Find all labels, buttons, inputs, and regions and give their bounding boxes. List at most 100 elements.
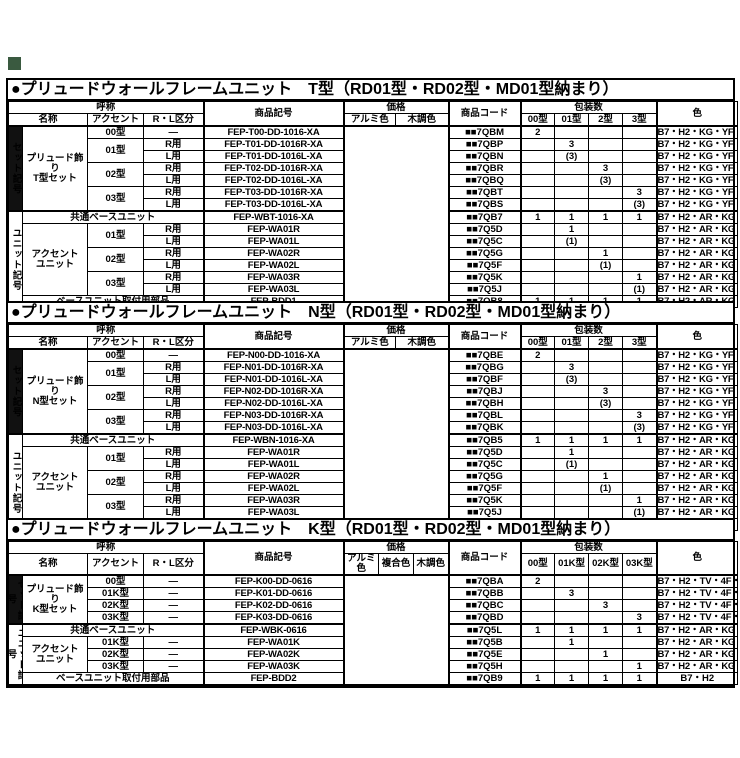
- designation-cell: —: [142, 611, 205, 625]
- packaging-count-cell: [554, 409, 590, 422]
- product-symbol-cell: FEP-WBK-0616: [202, 623, 345, 637]
- packaging-count-cell: (3): [554, 150, 590, 163]
- packaging-count-cell: [519, 660, 556, 673]
- packaging-count-cell: [588, 421, 624, 435]
- designation-cell: R用: [142, 223, 205, 236]
- packaging-count-cell: [554, 174, 590, 187]
- product-code-cell: ■■7Q5D: [447, 446, 522, 459]
- packaging-count-cell: [519, 458, 556, 471]
- packaging-count-cell: 1: [622, 672, 658, 685]
- packaging-count-cell: [622, 470, 658, 483]
- header-cell: 包装数: [519, 541, 658, 554]
- product-code-cell: ■■7QBB: [447, 587, 522, 600]
- header-cell: 木調色: [395, 336, 450, 350]
- packaging-count-cell: 1: [588, 623, 624, 637]
- color-cell: B7・H2・KG・YF・YA・W6: [655, 150, 739, 163]
- product-code-cell: ■■7Q5C: [447, 235, 522, 248]
- packaging-count-cell: [588, 660, 624, 673]
- designation-cell: L用: [142, 198, 205, 212]
- product-code-cell: ■■7QBR: [447, 162, 522, 175]
- packaging-count-cell: [622, 574, 658, 588]
- color-cell: B7・H2・TV・4F・WQ・AN・JQ・SI・PV・4D: [655, 611, 739, 625]
- header-cell: アルミ色: [342, 553, 380, 576]
- packaging-count-cell: [519, 587, 556, 600]
- product-code-cell: ■■7Q5J: [447, 283, 522, 296]
- name-cell: アクセント ユニット: [22, 636, 88, 673]
- designation-cell: 00型: [87, 574, 144, 588]
- section-label-set: セット記号: [8, 125, 23, 212]
- product-code-cell: ■■7QBM: [447, 125, 522, 139]
- name-cell: プリュード飾り T型セット: [22, 125, 88, 212]
- packaging-count-cell: (3): [588, 397, 624, 410]
- designation-cell: —: [142, 125, 205, 139]
- packaging-count-cell: [554, 385, 590, 398]
- designation-cell: 02型: [87, 385, 144, 410]
- packaging-count-cell: [519, 271, 556, 284]
- designation-cell: 01K型: [87, 636, 144, 649]
- header-cell: 商品記号: [202, 541, 345, 576]
- color-cell: B7・H2・AR・KG・YF・YA・W6: [655, 235, 739, 248]
- header-cell: アクセント: [87, 336, 144, 350]
- product-code-cell: ■■7QBG: [447, 361, 522, 374]
- packaging-count-cell: [554, 397, 590, 410]
- designation-cell: L用: [142, 421, 205, 435]
- designation-cell: L用: [142, 174, 205, 187]
- header-cell: 包装数: [519, 324, 658, 337]
- packaging-count-cell: [588, 446, 624, 459]
- packaging-count-cell: [622, 373, 658, 386]
- designation-cell: —: [142, 587, 205, 600]
- header-cell: 価格: [342, 541, 450, 554]
- product-table-section-t: ●プリュードウォールフレームユニット T型（RD01型・RD02型・MD01型納…: [6, 78, 739, 311]
- packaging-count-cell: [588, 373, 624, 386]
- color-cell: B7・H2・AR・KG・YF・YA・W6: [655, 494, 739, 507]
- designation-cell: L用: [142, 150, 205, 163]
- product-code-cell: ■■7QBT: [447, 186, 522, 199]
- color-cell: B7・H2・AR・KG・YF・YA・W6: [655, 446, 739, 459]
- color-cell: B7・H2・AR・KG・YF・YA・W6: [655, 223, 739, 236]
- header-cell: 00型: [519, 336, 556, 350]
- designation-cell: L用: [142, 506, 205, 519]
- packaging-count-cell: [519, 361, 556, 374]
- packaging-count-cell: [519, 636, 556, 649]
- product-code-cell: ■■7QB5: [447, 433, 522, 447]
- designation-cell: L用: [142, 259, 205, 272]
- header-cell: R・L区分: [142, 336, 205, 350]
- product-symbol-cell: FEP-WBT-1016-XA: [202, 210, 345, 224]
- header-cell: 呼称: [7, 541, 205, 554]
- product-symbol-cell: FEP-WA01R: [202, 446, 345, 459]
- product-symbol-cell: FEP-WA01K: [202, 636, 345, 649]
- product-code-cell: ■■7QBA: [447, 574, 522, 588]
- product-table-section-k: ●プリュードウォールフレームユニット K型（RD01型・RD02型・MD01型納…: [6, 518, 739, 688]
- designation-cell: R用: [142, 446, 205, 459]
- product-table-t: 呼称 商品記号 価格 商品コード 包装数色名称 アクセント R・L区分 アルミ色 木調色 00型 0…: [7, 101, 739, 308]
- packaging-count-cell: [588, 574, 624, 588]
- color-cell: B7・H2・AR・KG・YF・YA・W6: [655, 506, 739, 519]
- packaging-count-cell: [554, 648, 590, 661]
- color-cell: B7・H2・KG・YF・YA・W6: [655, 186, 739, 199]
- packaging-count-cell: [554, 348, 590, 362]
- packaging-count-cell: (1): [622, 283, 658, 296]
- designation-cell: R用: [142, 271, 205, 284]
- packaging-count-cell: [622, 361, 658, 374]
- packaging-count-cell: [519, 223, 556, 236]
- packaging-count-cell: (3): [622, 421, 658, 435]
- name-cell: 共通ベースユニット: [21, 623, 205, 637]
- product-symbol-cell: FEP-WA01R: [202, 223, 345, 236]
- product-code-cell: ■■7Q5J: [447, 506, 522, 519]
- name-cell: 共通ベースユニット: [21, 433, 205, 447]
- product-symbol-cell: FEP-WA02K: [202, 648, 345, 661]
- color-cell: B7・H2・KG・YF・YA・W6: [655, 397, 739, 410]
- header-cell: 3型: [622, 113, 658, 127]
- color-cell: B7・H2・AR・KG・YF・YA・W6: [655, 247, 739, 260]
- color-cell: B7・H2・TV・4F・WQ・AN・JQ・SI・PV・4D: [655, 574, 739, 588]
- header-cell: 01K型: [554, 553, 590, 576]
- packaging-count-cell: [588, 198, 624, 212]
- packaging-count-cell: [519, 648, 556, 661]
- packaging-count-cell: [554, 125, 590, 139]
- product-code-cell: ■■7Q5H: [447, 660, 522, 673]
- packaging-count-cell: 1: [554, 210, 590, 224]
- packaging-count-cell: 1: [588, 648, 624, 661]
- packaging-count-cell: [622, 458, 658, 471]
- product-symbol-cell: FEP-T02-DD-1016R-XA: [202, 162, 345, 175]
- packaging-count-cell: 2: [519, 125, 556, 139]
